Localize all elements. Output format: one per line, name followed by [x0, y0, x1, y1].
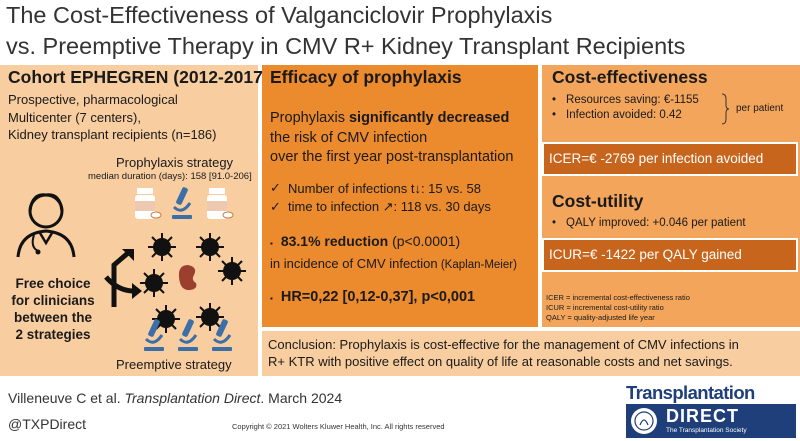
cost-effectiveness-bullets: • Resources saving: €-1155 • Infection avo…	[552, 94, 699, 121]
bullet-icon: ▪	[270, 239, 273, 248]
brace-icon	[721, 93, 730, 125]
prophylaxis-duration: median duration (days): 158 [91.0-206]	[88, 171, 252, 182]
pill-bottle-icon	[207, 188, 234, 219]
icer-value: ICER=€ -2769 per infection avoided	[549, 151, 764, 166]
bullet-icon: •	[552, 94, 557, 106]
efficacy-summary: Prophylaxis significantly decreased the …	[270, 110, 514, 165]
check-icon: ✓	[270, 180, 281, 195]
virus-icon	[140, 269, 168, 297]
microscope-icon	[172, 187, 192, 219]
bullet-icon: •	[552, 217, 557, 229]
microscope-icon	[178, 319, 198, 351]
cost-utility-bullet: • QALY improved: +0.046 per patient	[552, 217, 746, 229]
icer-box: ICER=€ -2769 per infection avoided	[542, 142, 798, 176]
cohort-heading: Cohort EPHEGREN (2012-2017)	[8, 67, 269, 87]
reduction-result: ▪ 83.1% reduction (p<0.0001) in incidence…	[270, 233, 517, 271]
cost-utility-heading: Cost-utility	[552, 191, 644, 211]
virus-icon	[218, 257, 246, 285]
decision-arrows-icon	[104, 249, 142, 307]
copyright-notice: Copyright © 2021 Wolters Kluwer Health, …	[232, 422, 445, 431]
virus-icon	[196, 233, 224, 261]
abbreviations: ICER = incremental cost-effectiveness ra…	[546, 293, 690, 322]
citation: Villeneuve C et al. Transplantation Dire…	[8, 390, 343, 406]
virus-icon	[148, 233, 176, 261]
logo-banner: DIRECT The Transplantation Society	[626, 404, 796, 438]
icur-box: ICUR=€ -1422 per QALY gained	[542, 238, 798, 272]
virus-icon	[152, 305, 180, 333]
conclusion-panel: Conclusion: Prophylaxis is cost-effectiv…	[262, 331, 800, 376]
twitter-handle[interactable]: @TXPDirect	[8, 416, 86, 432]
kidney-icon	[178, 265, 197, 291]
conclusion-text: Conclusion: Prophylaxis is cost-effectiv…	[268, 337, 739, 369]
hazard-ratio: ▪ HR=0,22 [0,12-0,37], p<0,001	[270, 289, 476, 305]
logo-wordmark: Transplantation	[626, 382, 755, 403]
pill-bottle-icon	[135, 188, 162, 219]
check-icon: ✓	[270, 199, 281, 214]
efficacy-heading: Efficacy of prophylaxis	[270, 67, 462, 87]
cost-effectiveness-heading: Cost-effectiveness	[552, 67, 708, 87]
microscope-icon	[144, 319, 164, 351]
free-choice-text: Free choice for clinicians between the 2…	[11, 276, 95, 342]
journal-logo: Transplantation DIRECT The Transplantati…	[626, 382, 798, 440]
logo-society: The Transplantation Society	[666, 427, 747, 434]
clinician-avatar-icon	[16, 193, 76, 258]
microscope-icon	[212, 319, 232, 351]
preemptive-strategy-label: Preemptive strategy	[116, 357, 232, 372]
virus-icon	[196, 303, 224, 331]
cohort-panel: Cohort EPHEGREN (2012-2017) Prospective,…	[0, 65, 269, 376]
efficacy-panel: Efficacy of prophylaxis Prophylaxis sign…	[262, 65, 538, 327]
cost-effectiveness-panel: Cost-effectiveness • Resources saving: €-…	[542, 65, 800, 327]
prophylaxis-strategy-label: Prophylaxis strategy	[116, 155, 234, 170]
page-title: The Cost-Effectiveness of Valganciclovir…	[6, 2, 686, 59]
cohort-description: Prospective, pharmacological Multicenter…	[8, 92, 217, 142]
bullet-icon: ▪	[270, 294, 273, 303]
icur-value: ICUR=€ -1422 per QALY gained	[549, 247, 742, 262]
time-to-infection-item: ✓ time to infection ↗: 118 vs. 30 days	[270, 199, 491, 214]
bullet-icon: •	[552, 109, 557, 121]
society-seal-icon	[631, 408, 657, 434]
infections-count-item: ✓ Number of infections t↓: 15 vs. 58	[270, 180, 481, 196]
logo-direct: DIRECT	[666, 406, 739, 426]
per-patient-label: per patient	[736, 103, 784, 114]
